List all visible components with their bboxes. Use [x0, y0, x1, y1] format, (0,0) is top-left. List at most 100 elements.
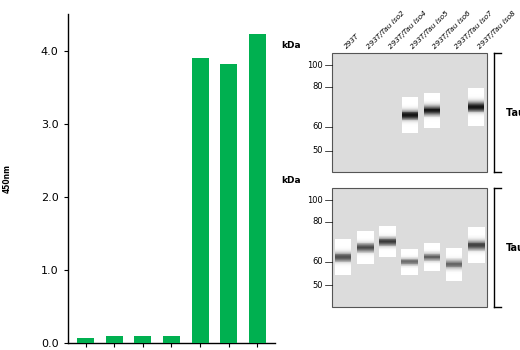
Bar	[401, 99, 418, 100]
Bar	[401, 121, 418, 122]
Bar	[401, 108, 418, 109]
Bar	[401, 267, 418, 268]
Bar	[401, 109, 418, 110]
Bar	[468, 257, 485, 258]
Bar	[446, 280, 462, 281]
Bar	[401, 128, 418, 129]
Bar	[468, 241, 485, 243]
Bar	[335, 256, 352, 257]
Bar	[357, 235, 373, 236]
Bar	[401, 104, 418, 105]
Bar	[357, 244, 373, 245]
Bar	[401, 113, 418, 114]
Bar	[401, 258, 418, 259]
Bar	[379, 229, 396, 230]
Bar	[401, 254, 418, 255]
Bar	[446, 259, 462, 260]
Bar	[424, 261, 440, 262]
Text: 293T/Tau Iso5: 293T/Tau Iso5	[410, 10, 450, 50]
Bar	[357, 254, 373, 255]
Bar	[357, 257, 373, 258]
Bar	[357, 247, 373, 248]
Bar	[468, 232, 485, 233]
Bar	[335, 248, 352, 249]
Bar	[468, 249, 485, 250]
Text: 60: 60	[312, 257, 323, 266]
Bar	[379, 232, 396, 233]
Bar	[469, 116, 484, 117]
Bar	[424, 106, 440, 107]
Bar	[357, 237, 373, 238]
Bar	[469, 113, 484, 114]
Bar	[401, 263, 418, 264]
Bar	[379, 240, 396, 241]
Bar	[469, 93, 484, 94]
Bar	[424, 252, 440, 253]
Bar	[401, 253, 418, 254]
Bar	[424, 254, 440, 255]
Bar	[401, 259, 418, 260]
Bar	[468, 229, 485, 230]
Bar	[446, 271, 462, 272]
Bar	[424, 99, 440, 100]
Bar	[424, 249, 440, 250]
Bar	[469, 90, 484, 91]
Bar	[379, 248, 396, 249]
Bar	[335, 268, 352, 270]
Bar	[468, 230, 485, 231]
Bar	[468, 252, 485, 253]
Text: 80: 80	[312, 217, 323, 226]
Bar	[401, 130, 418, 131]
Bar	[401, 118, 418, 119]
Bar	[357, 232, 373, 233]
Bar	[379, 256, 396, 257]
Text: 100: 100	[307, 61, 323, 70]
Bar	[424, 259, 440, 260]
Text: 293T: 293T	[343, 33, 360, 50]
Bar	[249, 34, 266, 343]
Bar	[468, 251, 485, 252]
Bar	[468, 247, 485, 248]
Bar	[401, 127, 418, 128]
Bar	[335, 260, 352, 261]
Bar	[424, 260, 440, 261]
Bar	[335, 272, 352, 273]
Bar	[335, 261, 352, 262]
Bar	[401, 126, 418, 127]
Bar	[335, 271, 352, 272]
Bar	[379, 250, 396, 251]
Bar	[446, 248, 462, 249]
Bar	[335, 257, 352, 258]
Bar	[357, 249, 373, 250]
Bar	[424, 105, 440, 106]
Bar	[401, 110, 418, 111]
Bar	[468, 237, 485, 238]
Bar	[401, 257, 418, 258]
Bar	[468, 245, 485, 246]
Bar	[424, 119, 440, 120]
Bar	[468, 248, 485, 249]
Bar	[424, 93, 440, 94]
Bar	[468, 259, 485, 260]
Bar	[163, 336, 180, 343]
Bar	[468, 254, 485, 255]
Bar	[401, 123, 418, 124]
Bar	[357, 256, 373, 257]
Bar	[401, 272, 418, 273]
Bar	[424, 118, 440, 119]
Bar	[468, 261, 485, 262]
Bar	[446, 273, 462, 274]
Bar	[401, 116, 418, 117]
Bar	[424, 96, 440, 97]
Bar	[469, 101, 484, 102]
Bar	[469, 111, 484, 112]
Bar	[424, 100, 440, 101]
Bar	[424, 122, 440, 123]
Text: Tau: Tau	[505, 243, 520, 253]
Bar	[335, 245, 352, 246]
Bar	[357, 263, 373, 264]
Bar	[424, 117, 440, 118]
Bar	[379, 233, 396, 234]
Bar	[401, 119, 418, 120]
Bar	[469, 100, 484, 101]
